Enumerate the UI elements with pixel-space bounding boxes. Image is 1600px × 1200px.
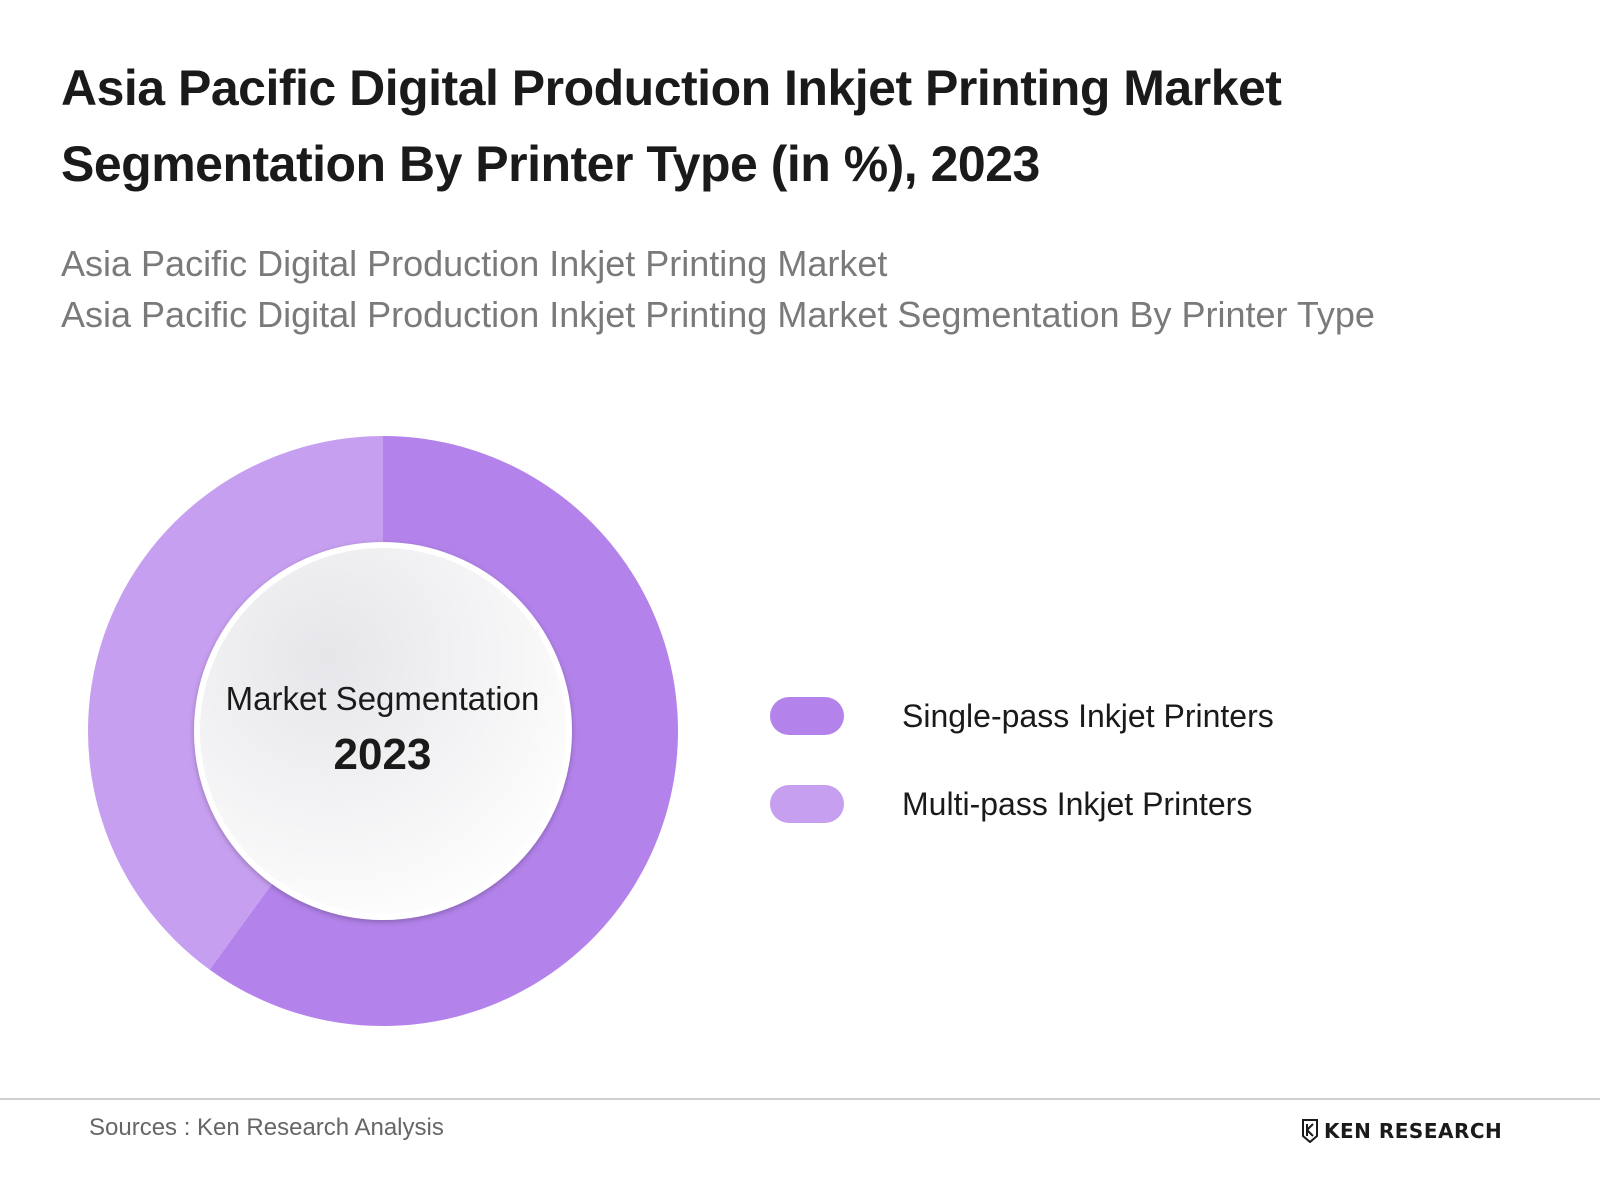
- legend-label-single-pass: Single-pass Inkjet Printers: [902, 697, 1274, 734]
- donut-chart: [88, 436, 679, 1027]
- ken-research-logo-icon: [1302, 1119, 1318, 1143]
- legend-swatch-single-pass: [770, 697, 844, 735]
- chart-title-line-2: Segmentation By Printer Type (in %), 202…: [61, 136, 1040, 192]
- chart-legend: Single-pass Inkjet Printers Multi-pass I…: [770, 672, 1274, 848]
- donut-center-disc: [194, 542, 572, 920]
- legend-item-multi-pass: Multi-pass Inkjet Printers: [770, 760, 1274, 848]
- source-note: Sources : Ken Research Analysis: [89, 1114, 444, 1141]
- donut-center-value: 2023: [333, 730, 432, 779]
- legend-swatch-multi-pass: [770, 785, 844, 823]
- legend-label-multi-pass: Multi-pass Inkjet Printers: [902, 785, 1253, 822]
- chart-subtitle: Asia Pacific Digital Production Inkjet P…: [61, 238, 1461, 340]
- chart-title: Asia Pacific Digital Production Inkjet P…: [61, 50, 1481, 202]
- chart-title-line-1: Asia Pacific Digital Production Inkjet P…: [61, 60, 1282, 116]
- footer-divider: [0, 1098, 1600, 1100]
- chart-subtitle-line-2: Asia Pacific Digital Production Inkjet P…: [61, 294, 1375, 335]
- brand-logo: KEN RESEARCH: [1300, 1119, 1502, 1143]
- donut-slice-multi-pass: [88, 436, 383, 970]
- brand-name: KEN RESEARCH: [1324, 1119, 1503, 1143]
- donut-slices: [88, 436, 679, 1027]
- donut-center-label: Market Segmentation: [225, 680, 540, 717]
- donut-slice-single-pass: [209, 436, 679, 1027]
- legend-item-single-pass: Single-pass Inkjet Printers: [770, 672, 1274, 760]
- chart-subtitle-line-1: Asia Pacific Digital Production Inkjet P…: [61, 243, 888, 284]
